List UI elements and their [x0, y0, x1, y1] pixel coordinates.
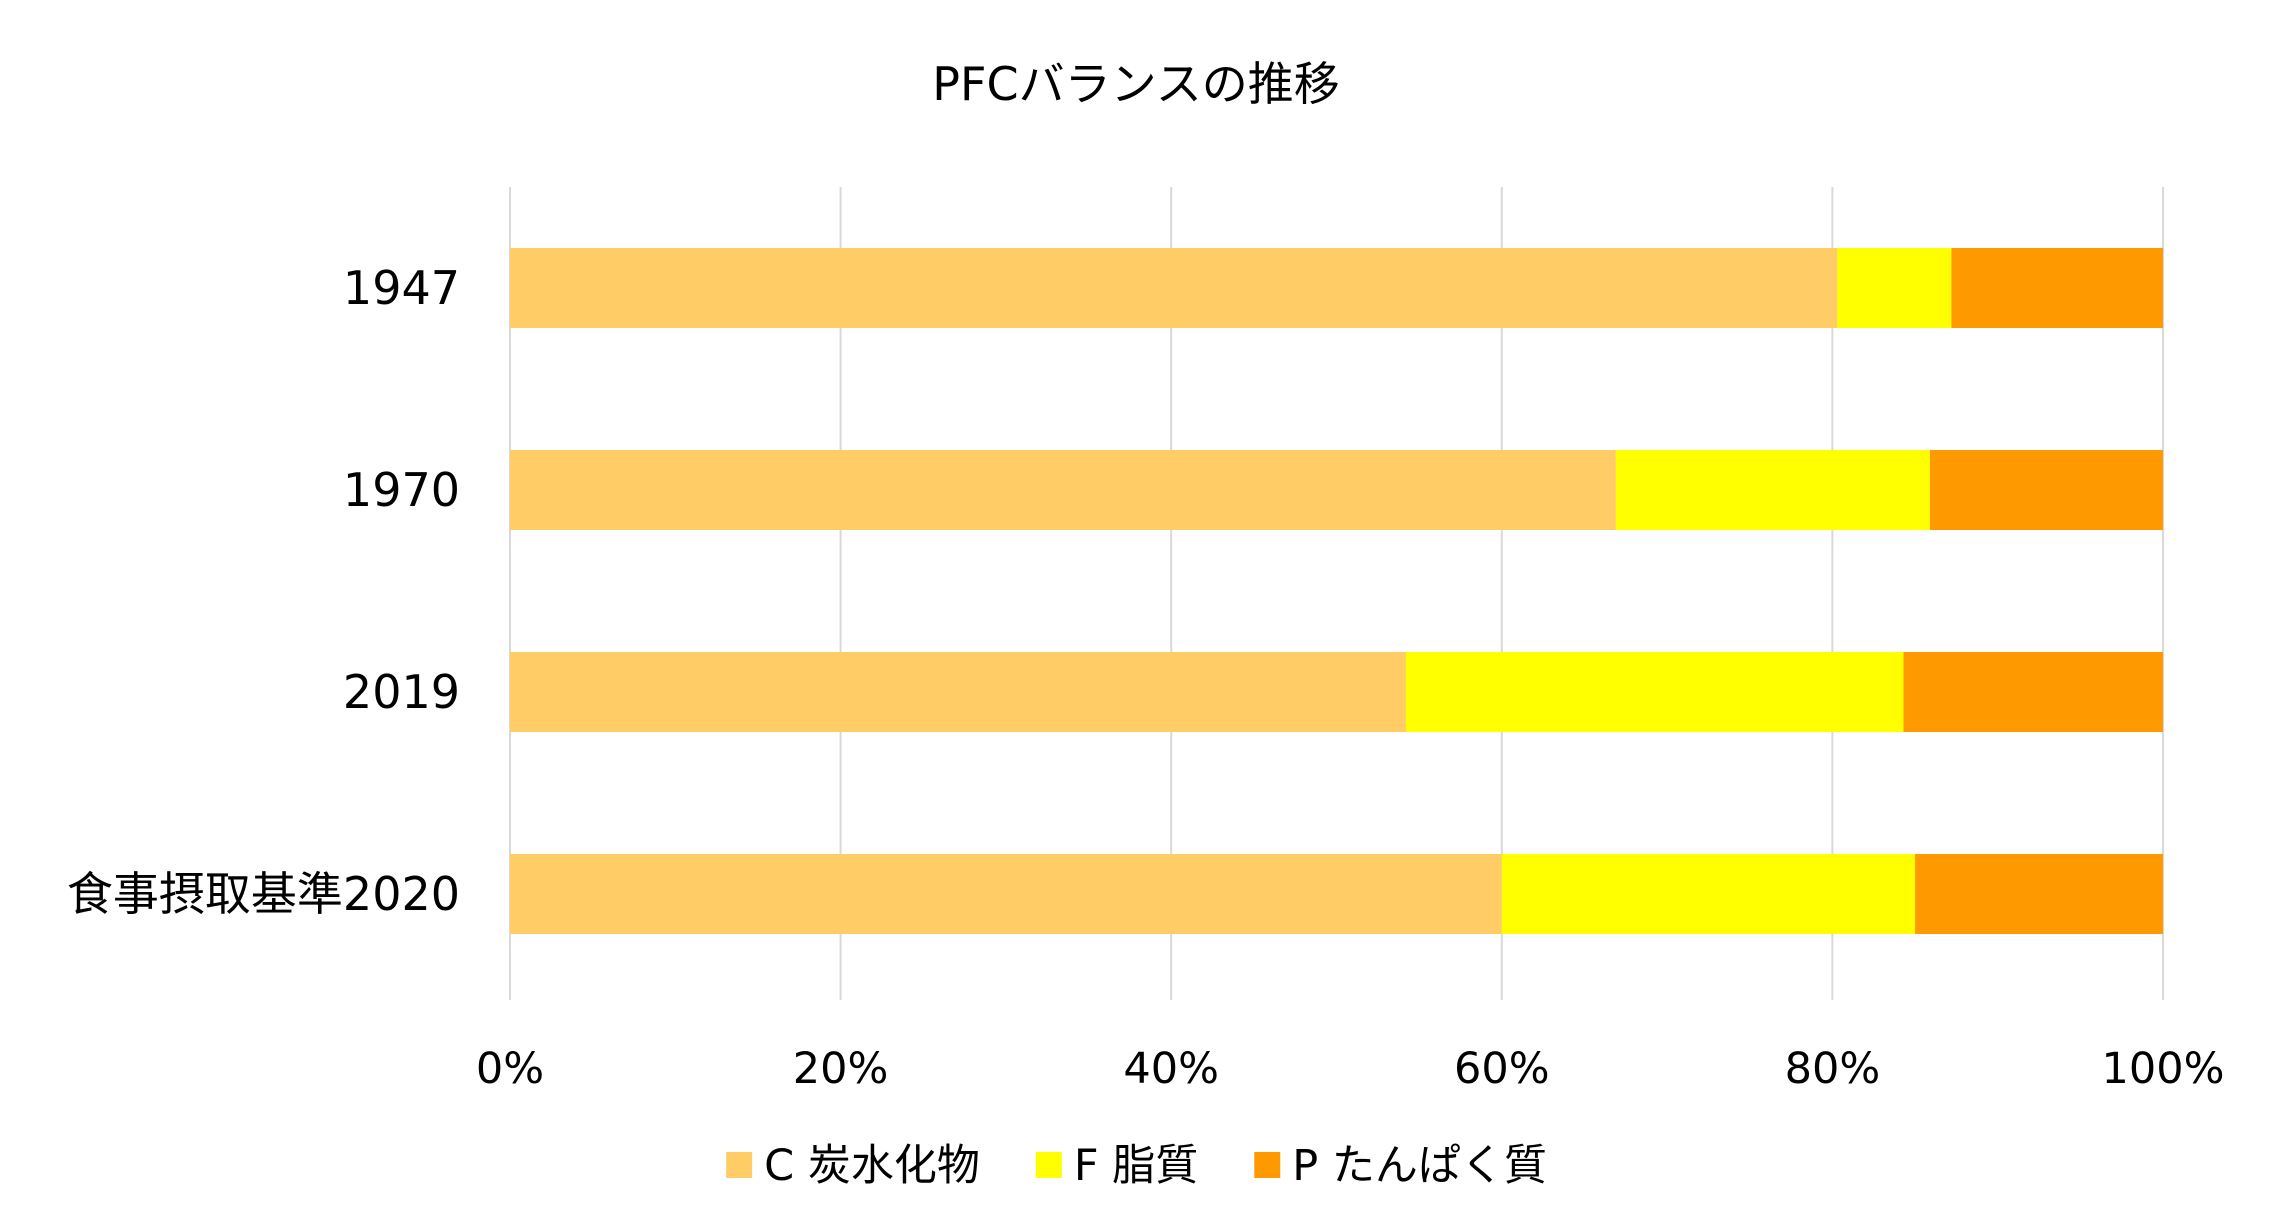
bar-segment-2019-2 [1903, 652, 2163, 732]
category-label: 2019 [343, 665, 460, 719]
bar-segment-1947-1 [1837, 248, 1952, 328]
category-label: 食事摂取基準2020 [67, 867, 460, 921]
x-tick-label: 0% [476, 1044, 544, 1094]
category-label: 1970 [343, 463, 460, 517]
bar-segment-食事摂取基準2020-1 [1501, 854, 1916, 934]
legend-item-1: F 脂質 [1035, 1141, 1198, 1191]
legend-label: P たんぱく質 [1292, 1141, 1547, 1191]
x-tick-label: 20% [793, 1044, 889, 1094]
legend-swatch [1254, 1152, 1281, 1178]
legend-item-2: P たんぱく質 [1254, 1141, 1547, 1191]
bar-segment-1970-1 [1615, 450, 1930, 530]
legend: C 炭水化物 F 脂質 P たんぱく質 [726, 1141, 1547, 1191]
value-axis: 0% 20% 40% 60% 80% 100% [476, 1044, 2225, 1094]
bar-segment-2019-1 [1405, 652, 1904, 732]
legend-item-0: C 炭水化物 [726, 1141, 980, 1191]
bar-segment-1970-2 [1929, 450, 2163, 530]
chart-title: PFCバランスの推移 [932, 57, 1339, 111]
legend-label: F 脂質 [1074, 1141, 1198, 1191]
category-label: 1947 [343, 261, 460, 315]
legend-swatch [1035, 1152, 1062, 1178]
x-tick-label: 80% [1785, 1044, 1881, 1094]
category-axis: 1947 1970 2019 食事摂取基準2020 [67, 261, 460, 921]
bar-segment-1947-0 [510, 248, 1838, 328]
bars [510, 248, 2163, 934]
bar-segment-食事摂取基準2020-2 [1915, 854, 2163, 934]
x-tick-label: 60% [1454, 1044, 1550, 1094]
legend-swatch [726, 1152, 753, 1178]
bar-segment-食事摂取基準2020-0 [510, 854, 1502, 934]
x-tick-label: 100% [2102, 1044, 2225, 1094]
bar-segment-1947-2 [1951, 248, 2163, 328]
x-tick-label: 40% [1123, 1044, 1219, 1094]
legend-label: C 炭水化物 [764, 1141, 980, 1191]
bar-segment-2019-0 [510, 652, 1406, 732]
bar-segment-1970-0 [510, 450, 1616, 530]
